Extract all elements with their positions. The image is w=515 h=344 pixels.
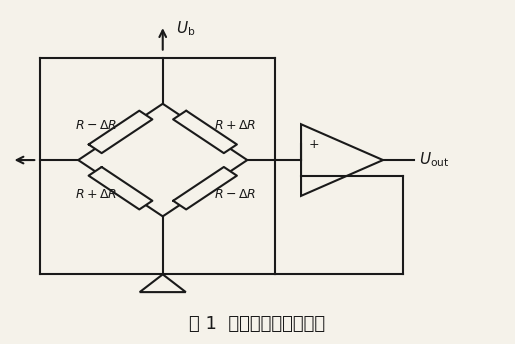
Text: $R-\Delta R$: $R-\Delta R$	[75, 119, 117, 132]
Text: +: +	[308, 138, 319, 151]
Text: 图 1  磁阻传感器工作原理: 图 1 磁阻传感器工作原理	[190, 315, 325, 333]
Text: $-$: $-$	[308, 169, 319, 182]
Text: $R+\Delta R$: $R+\Delta R$	[214, 119, 256, 132]
Text: $U_{\mathrm{b}}$: $U_{\mathrm{b}}$	[176, 19, 195, 38]
Text: $R-\Delta R$: $R-\Delta R$	[214, 188, 256, 201]
Text: $U_{\mathrm{out}}$: $U_{\mathrm{out}}$	[419, 151, 449, 169]
Text: $R+\Delta R$: $R+\Delta R$	[75, 188, 117, 201]
